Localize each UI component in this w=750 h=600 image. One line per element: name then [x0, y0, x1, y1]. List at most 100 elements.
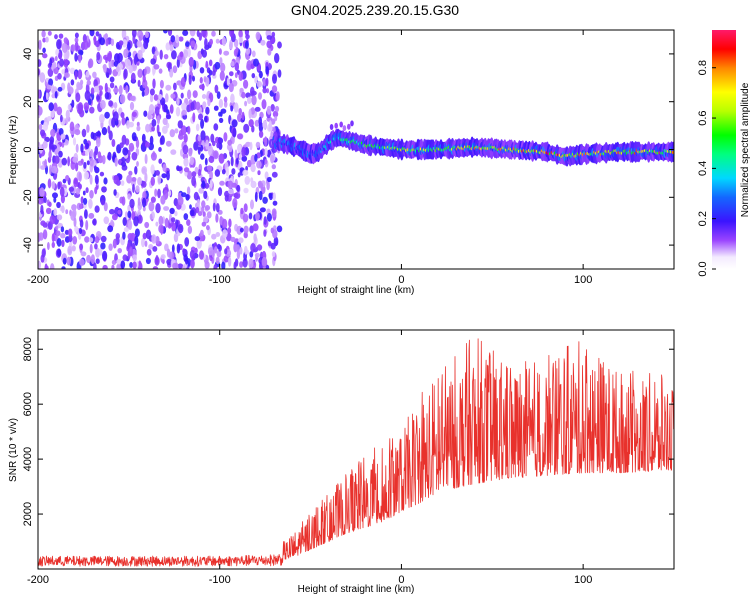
spectrogram-noise-cell	[251, 50, 256, 58]
spectrogram-noise-cell	[255, 141, 261, 149]
spectrogram-noise-cell	[114, 157, 118, 167]
spectrogram-noise-cell	[86, 124, 90, 133]
spectrogram-noise-cell	[255, 212, 260, 221]
spectrogram-noise-cell	[160, 225, 164, 236]
spectrogram-noise-cell	[186, 170, 193, 180]
spectrogram-noise-cell	[151, 234, 157, 244]
snr-y-ticks: 2000 4000 6000 8000	[22, 337, 674, 526]
spectrogram-noise-cell	[102, 264, 108, 269]
spectrogram-noise-cell	[243, 225, 249, 234]
spectrogram-noise-cell	[244, 100, 248, 107]
spectrogram-noise-cell	[129, 101, 135, 111]
spectrogram-noise-cell	[53, 102, 58, 112]
spectrogram-noise-cell	[108, 67, 112, 75]
spectrogram-noise-cell	[99, 247, 103, 256]
spectrogram-noise-cell	[137, 176, 142, 186]
spectrogram-noise-cell	[90, 149, 94, 158]
spectrogram-noise-cell	[74, 41, 79, 52]
spectrogram-noise-cell	[196, 199, 201, 207]
spectrogram-noise-cell	[250, 164, 256, 173]
spectrogram-noise-cell	[236, 225, 243, 235]
spectrogram-noise-cell	[113, 87, 119, 93]
spectrogram-noise-cell	[135, 138, 140, 149]
spectrogram-noise-cell	[178, 133, 184, 140]
spectrogram-noise-cell	[181, 109, 187, 116]
spectrogram-noise-cell	[189, 156, 194, 166]
snr-panel: -200 -100 0 100 2000 4000 6000 8000 Height of …	[8, 329, 675, 595]
spectrogram-noise-cell	[189, 204, 192, 210]
spectrogram-noise-cell	[178, 36, 184, 42]
spectrogram-noise-cell	[131, 30, 137, 38]
spectrogram-noise-cell	[100, 99, 106, 110]
spectrogram-noise-cell	[182, 30, 189, 36]
spectrogram-noise-cell	[242, 213, 249, 223]
spectrogram-noise-cell	[227, 256, 232, 267]
x-tick-label: -200	[27, 574, 49, 586]
spectrogram-noise-cell	[197, 146, 201, 155]
spectrogram-noise-cell	[264, 136, 268, 147]
spectrogram-noise-cell	[47, 178, 52, 189]
spectrogram-noise-cell	[183, 167, 190, 173]
spectrogram-noise-cell	[113, 102, 118, 109]
spectrogram-noise-cell	[266, 35, 272, 40]
spectrogram-noise-cell	[151, 126, 156, 132]
spectrogram-noise-cell	[106, 72, 110, 79]
spectrogram-noise-cell	[238, 108, 242, 115]
spectrogram-noise-cell	[261, 256, 268, 267]
spectrogram-noise-cell	[230, 156, 234, 167]
spectrogram-noise-cell	[141, 90, 145, 97]
spectrogram-noise-cell	[86, 160, 90, 166]
spectrogram-noise-cell	[145, 123, 151, 133]
spectrogram-noise-cell	[133, 216, 139, 227]
spectrogram-noise-cell	[109, 76, 115, 83]
spectrogram-noise-cell	[134, 228, 140, 237]
spectrogram-noise-cell	[188, 148, 193, 157]
spectrogram-noise-cell	[270, 37, 276, 44]
spectrogram-noise-cell	[157, 131, 162, 137]
spectrogram-noise-cell	[61, 205, 65, 214]
spectrogram-noise-cell	[208, 59, 213, 67]
spectrogram-noise-cell	[264, 147, 268, 157]
spectrogram-noise-cell	[56, 106, 63, 116]
spectrogram-noise-cell	[57, 86, 63, 92]
spectrogram-noise-cell	[213, 123, 219, 131]
spectrogram-noise-cell	[267, 176, 272, 183]
spectrogram-noise-cell	[58, 150, 63, 158]
spectrogram-noise-cell	[205, 60, 209, 69]
spectrogram-noise-cell	[169, 68, 174, 78]
spectrogram-noise-cell	[72, 157, 79, 163]
spectrogram-noise-cell	[62, 178, 67, 184]
spectrogram-noise-cell	[248, 119, 254, 128]
spectrogram-noise-cell	[156, 124, 160, 134]
spectrogram-noise-cell	[47, 242, 50, 250]
spectrogram-noise-cell	[254, 77, 258, 84]
spectrogram-noise-cell	[182, 144, 189, 155]
spectrogram-noise-cell	[273, 225, 277, 231]
spectrogram-noise-cell	[217, 137, 222, 144]
spectrogram-noise-cell	[66, 256, 72, 266]
spectrogram-noise-cell	[205, 139, 210, 150]
spectrogram-noise-cell	[64, 117, 69, 125]
spectrogram-noise-cell	[67, 156, 70, 167]
spectrogram-noise-cell	[79, 219, 84, 228]
spectrogram-noise-cell	[161, 173, 167, 179]
spectrogram-noise-cell	[52, 192, 58, 199]
spectrogram-noise-cell	[221, 218, 228, 229]
spectrogram-noise-cell	[241, 91, 246, 99]
spectrogram-noise-cell	[150, 164, 155, 175]
spectrogram-noise-cell	[80, 158, 84, 164]
spectrogram-noise-cell	[122, 231, 126, 240]
spectrogram-noise-cell	[268, 120, 272, 131]
spectrogram-noise-cell	[142, 206, 146, 212]
spectrogram-noise-cell	[149, 213, 153, 220]
spectrogram-noise-cell	[121, 39, 128, 48]
spectrogram-noise-cell	[241, 146, 246, 158]
spectrogram-noise-cell	[197, 211, 203, 217]
spectrogram-noise-cell	[89, 157, 94, 167]
spectrogram-noise-cell	[134, 166, 138, 175]
spectrogram-noise-cell	[141, 168, 146, 174]
spectrogram-noise-cell	[103, 216, 110, 225]
spectrogram-noise-cell	[64, 59, 69, 65]
spectrogram-noise-cell	[212, 202, 216, 212]
